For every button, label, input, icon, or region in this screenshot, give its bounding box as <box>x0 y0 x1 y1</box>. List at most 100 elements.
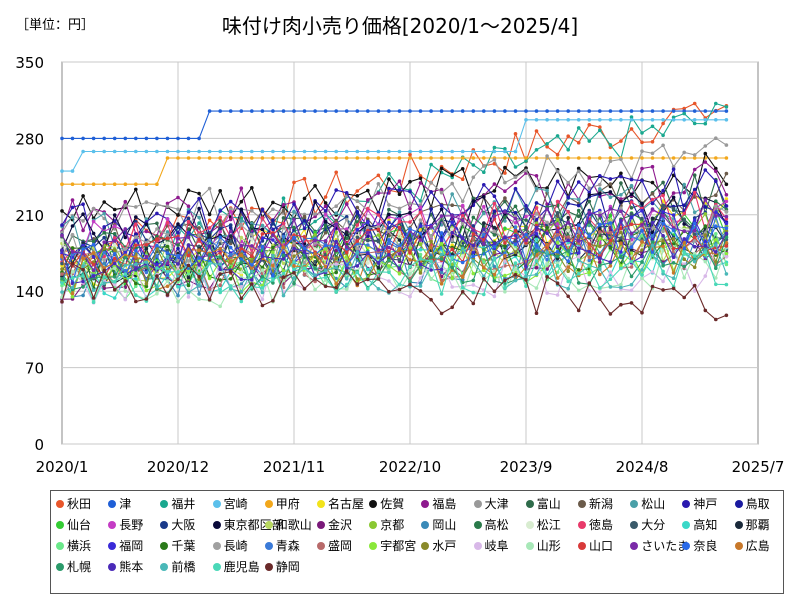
data-point <box>408 246 412 250</box>
data-point <box>302 149 307 154</box>
data-point <box>471 290 476 295</box>
data-point <box>703 198 708 202</box>
data-point <box>661 229 665 234</box>
data-point <box>112 239 117 243</box>
legend-label: 松江 <box>536 518 561 532</box>
data-point <box>376 227 381 232</box>
data-point <box>81 256 85 261</box>
legend-marker <box>630 542 639 550</box>
data-point <box>587 249 592 254</box>
data-point <box>439 257 444 261</box>
data-point <box>323 275 328 280</box>
data-point <box>724 214 729 219</box>
data-point <box>250 209 254 213</box>
data-point <box>344 247 349 252</box>
legend-marker <box>56 521 64 529</box>
data-point <box>482 164 486 168</box>
data-point <box>492 149 497 154</box>
data-point <box>482 247 486 252</box>
legend-item: 松江 <box>525 516 561 533</box>
data-point <box>281 109 286 113</box>
data-point <box>70 281 75 286</box>
data-point <box>408 156 412 160</box>
data-point <box>408 227 412 231</box>
data-point <box>228 229 233 234</box>
series-line-4 <box>62 157 727 185</box>
data-point <box>313 200 317 204</box>
data-point <box>555 281 560 286</box>
data-point <box>302 266 307 271</box>
data-point <box>176 284 180 289</box>
data-point <box>271 156 275 160</box>
data-point <box>513 216 518 221</box>
data-point <box>566 180 570 185</box>
data-point <box>724 272 729 276</box>
data-point <box>545 118 549 122</box>
data-point <box>397 149 402 154</box>
data-point <box>60 238 64 242</box>
data-point <box>598 182 602 187</box>
data-point <box>524 241 528 245</box>
data-point <box>566 294 570 299</box>
data-point <box>439 109 444 113</box>
data-point <box>387 212 391 217</box>
data-point <box>555 156 560 160</box>
data-point <box>271 250 275 254</box>
data-point <box>587 245 592 250</box>
data-point <box>692 232 697 237</box>
data-point <box>70 182 75 186</box>
data-point <box>513 180 518 185</box>
data-point <box>355 250 360 255</box>
data-point <box>534 186 539 191</box>
data-point <box>566 259 570 264</box>
data-point <box>619 209 623 214</box>
data-point <box>545 220 549 225</box>
data-point <box>112 232 117 236</box>
legend-marker <box>734 521 743 529</box>
data-point <box>471 109 476 113</box>
data-point <box>165 217 170 221</box>
data-point <box>239 285 244 289</box>
data-point <box>524 227 528 232</box>
legend-marker <box>212 500 221 508</box>
data-point <box>587 193 592 197</box>
data-point <box>60 136 64 141</box>
legend-marker <box>525 500 534 508</box>
data-point <box>513 186 518 191</box>
data-point <box>513 165 518 169</box>
data-point <box>650 109 655 113</box>
data-point <box>134 255 138 259</box>
data-point <box>608 156 613 160</box>
data-point <box>566 238 570 243</box>
legend-item: 佐賀 <box>369 495 404 512</box>
data-point <box>450 214 455 218</box>
data-point <box>176 195 180 200</box>
data-point <box>692 218 697 222</box>
data-point <box>260 156 265 160</box>
legend-marker <box>369 521 378 529</box>
data-point <box>334 248 339 253</box>
data-point <box>418 238 423 242</box>
data-point <box>112 252 117 256</box>
data-point <box>144 217 149 221</box>
legend-marker <box>108 542 117 550</box>
data-point <box>260 286 265 290</box>
data-point <box>250 282 254 286</box>
data-point <box>176 277 180 282</box>
data-point <box>439 203 444 208</box>
data-point <box>724 182 729 187</box>
data-point <box>714 232 718 236</box>
data-point <box>619 285 623 290</box>
data-point <box>555 228 560 233</box>
legend-marker <box>56 563 64 571</box>
data-point <box>513 233 518 238</box>
data-point <box>682 222 686 226</box>
data-point <box>471 163 476 167</box>
legend-marker <box>160 500 169 508</box>
data-point <box>228 245 233 250</box>
data-point <box>60 182 64 186</box>
data-point <box>123 250 128 255</box>
data-point <box>503 199 507 204</box>
data-point <box>397 213 402 218</box>
data-point <box>281 257 286 261</box>
